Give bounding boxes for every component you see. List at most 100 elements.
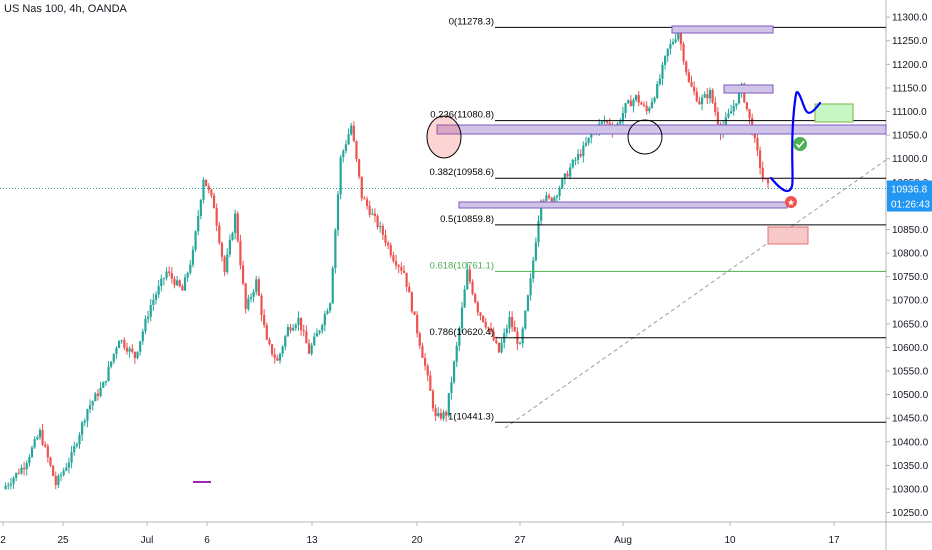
candle-body	[561, 179, 564, 189]
candle-body	[727, 113, 730, 118]
candle-body	[307, 343, 311, 354]
candle	[305, 325, 308, 344]
y-tick-label: 10700.0	[892, 296, 929, 307]
candle	[508, 310, 511, 334]
candle-body	[584, 143, 588, 146]
candle-body	[442, 412, 445, 419]
candle-body	[529, 278, 532, 296]
candle	[569, 163, 572, 180]
candle-body	[423, 357, 427, 366]
candle	[690, 75, 693, 88]
x-tick-label: 10	[724, 535, 736, 546]
candle	[54, 471, 57, 490]
candle	[547, 193, 551, 200]
candle-body	[270, 344, 274, 355]
y-tick-label: 11100.0	[892, 107, 927, 118]
candle-body	[658, 78, 661, 85]
candle	[323, 310, 326, 332]
price-tag-box	[887, 180, 932, 197]
candle	[561, 177, 564, 190]
candle-body	[590, 134, 593, 138]
candle-body	[234, 213, 237, 233]
candle-body	[176, 280, 179, 286]
candle-body	[65, 467, 68, 471]
candle	[442, 409, 445, 422]
candle-body	[15, 472, 18, 478]
candle	[276, 354, 279, 361]
y-tick-label: 10550.0	[892, 367, 929, 378]
candle-body	[73, 445, 76, 452]
highlight-circle-left	[426, 115, 462, 159]
candle	[637, 91, 640, 107]
candle	[191, 245, 195, 268]
candle-body	[123, 340, 126, 348]
candle	[339, 154, 342, 200]
candles	[4, 26, 770, 490]
candle	[479, 311, 482, 321]
candle	[671, 38, 675, 46]
candle-body	[664, 56, 667, 65]
candle	[582, 141, 585, 163]
candle-body	[582, 145, 585, 157]
candle	[231, 231, 234, 241]
candle-body	[112, 353, 115, 362]
candle	[52, 465, 55, 477]
candle-body	[352, 125, 355, 141]
candle	[310, 342, 313, 356]
candle	[247, 294, 250, 312]
candle	[15, 472, 18, 482]
candle	[537, 215, 540, 247]
candle-body	[23, 467, 26, 470]
candle-body	[88, 405, 92, 410]
candle-body	[732, 105, 735, 112]
candle-body	[218, 225, 221, 243]
candle-body	[627, 100, 630, 104]
candle-body	[542, 200, 545, 202]
candle	[653, 96, 656, 104]
candle-body	[12, 477, 15, 484]
candle	[86, 408, 89, 428]
candle-body	[484, 321, 487, 328]
candle-body	[183, 277, 187, 291]
candle-body	[511, 316, 514, 328]
candle	[476, 300, 479, 316]
candle-body	[635, 95, 638, 100]
candle-body	[20, 467, 23, 474]
candle	[336, 191, 340, 237]
candle-body	[508, 316, 511, 329]
candle-body	[247, 298, 250, 309]
candle-body	[410, 292, 413, 312]
candle	[104, 380, 107, 386]
candle-body	[241, 265, 245, 284]
candle	[102, 381, 105, 388]
y-tick-label: 11200.0	[892, 60, 928, 71]
candle	[278, 352, 282, 364]
candle-body	[650, 101, 654, 108]
candle-body	[25, 463, 28, 470]
candle	[307, 339, 311, 355]
candle-body	[117, 341, 121, 349]
candle	[46, 443, 49, 463]
candle-body	[86, 409, 89, 421]
candle	[4, 482, 7, 490]
candle-body	[476, 302, 479, 313]
candle-body	[537, 220, 540, 243]
candle-body	[239, 240, 242, 266]
trendline	[504, 159, 887, 429]
candle-body	[94, 393, 97, 402]
candle-body	[273, 354, 276, 359]
candle-body	[764, 178, 767, 180]
candle-body	[350, 125, 353, 135]
candle-body	[363, 198, 366, 200]
highlight-circle-right	[627, 119, 663, 155]
candle-body	[315, 332, 319, 337]
candle	[183, 274, 187, 291]
candle-body	[278, 353, 282, 361]
candle	[400, 262, 403, 275]
candle	[666, 48, 669, 62]
fib-level-label: 0.236(11080.8)	[430, 110, 494, 121]
candle	[664, 55, 667, 70]
candle-body	[482, 315, 485, 322]
candle-body	[146, 316, 150, 319]
